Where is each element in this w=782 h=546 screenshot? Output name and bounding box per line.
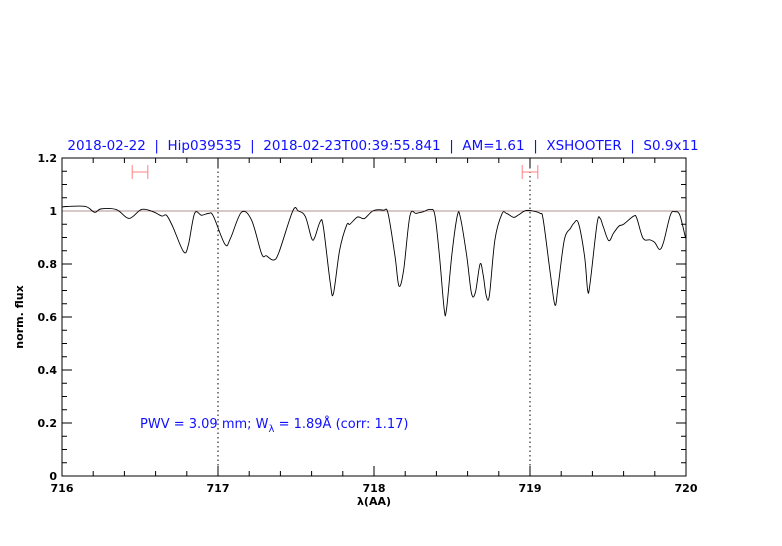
y-tick-label: 0.4	[38, 364, 58, 377]
continuum-window-marker	[521, 165, 539, 179]
y-tick-label: 0.2	[38, 417, 58, 430]
y-tick-label: 0.8	[38, 258, 58, 271]
chart-title: 2018-02-22 | Hip039535 | 2018-02-23T00:3…	[67, 138, 698, 154]
pwv-text: PWV = 3.09 mm; W	[140, 417, 269, 432]
spectrum-line	[61, 205, 687, 317]
x-tick-label: 717	[207, 482, 230, 495]
x-tick-label: 716	[51, 482, 74, 495]
plot-frame	[61, 157, 687, 477]
axis-ticks: 716 717 718 719 720 0 0.2 0.4 0.6 0.8 1 1.2	[38, 152, 698, 495]
x-axis-label: λ(AA)	[357, 495, 391, 508]
y-tick-label: 1	[49, 205, 57, 218]
chart-marks	[61, 158, 687, 476]
w-text: = 1.89Å (corr: 1.17)	[274, 416, 408, 432]
x-tick-label: 720	[675, 482, 698, 495]
y-tick-label: 1.2	[38, 152, 58, 165]
x-tick-label: 719	[519, 482, 542, 495]
y-tick-label: 0	[49, 470, 57, 483]
pwv-annotation: PWV = 3.09 mm; Wλ = 1.89Å (corr: 1.17)	[140, 416, 409, 435]
continuum-window-marker	[131, 165, 149, 179]
x-tick-label: 718	[363, 482, 386, 495]
w-subscript: λ	[269, 424, 275, 435]
y-axis-label: norm. flux	[13, 285, 26, 348]
y-tick-label: 0.6	[38, 311, 58, 324]
